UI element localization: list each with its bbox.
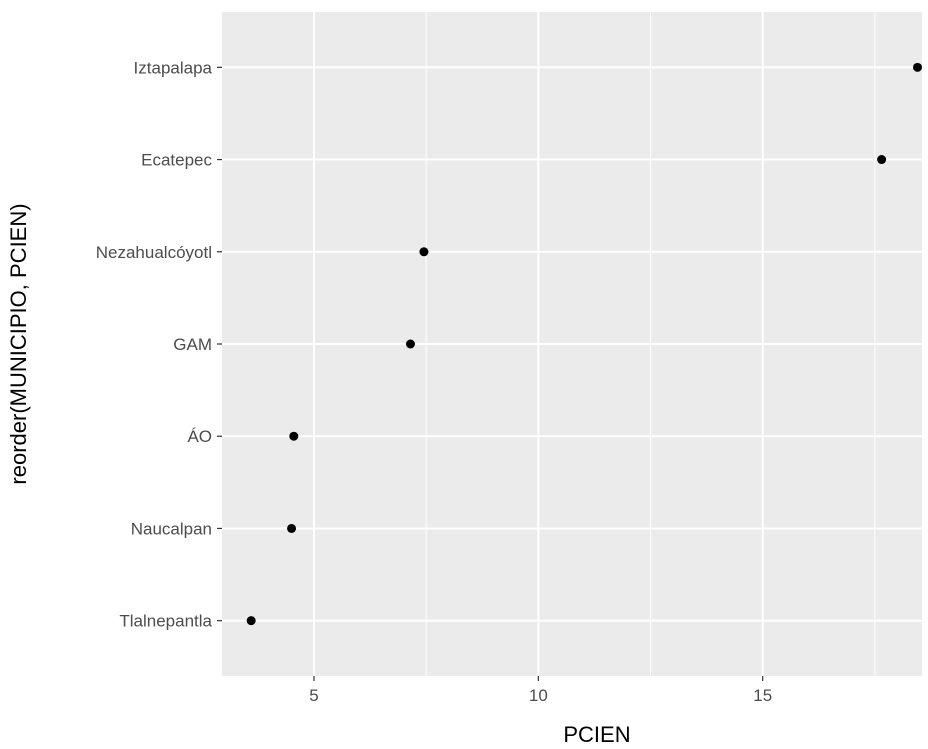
y-tick-label: Iztapalapa [134, 58, 213, 77]
data-point [877, 155, 887, 165]
data-point [287, 523, 297, 533]
y-axis-title: reorder(MUNICIPIO, PCIEN) [6, 203, 31, 484]
x-tick-label: 5 [309, 686, 318, 705]
x-tick-label: 10 [529, 686, 548, 705]
data-point [913, 62, 923, 72]
data-point [289, 431, 299, 441]
y-tick-label: Ecatepec [141, 151, 212, 170]
y-tick-label: GAM [173, 335, 212, 354]
data-points [246, 62, 923, 626]
data-point [419, 247, 429, 257]
x-axis-ticks: 5 10 15 [309, 676, 772, 705]
data-point [405, 339, 415, 349]
y-tick-label: ÁO [187, 427, 212, 446]
x-tick-label: 15 [753, 686, 772, 705]
x-axis-title: PCIEN [563, 722, 630, 747]
major-gridlines [222, 12, 922, 676]
y-axis-ticks: Tlalnepantla Naucalpan ÁO GAM Nezahualcóyotl… [96, 58, 222, 631]
y-tick-label: Nezahualcóyotl [96, 243, 212, 262]
y-tick-label: Naucalpan [131, 519, 212, 538]
data-point [246, 616, 256, 626]
y-tick-label: Tlalnepantla [119, 612, 212, 631]
